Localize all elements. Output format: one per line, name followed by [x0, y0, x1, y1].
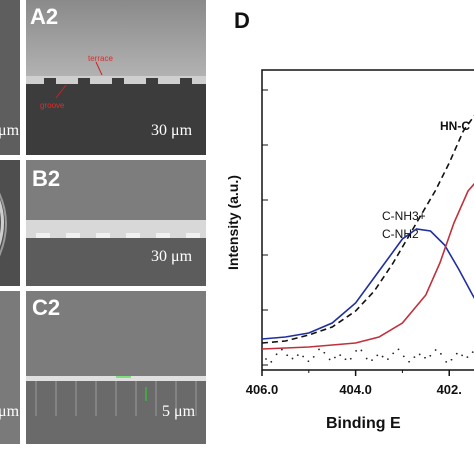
- noise-dot: [418, 353, 421, 356]
- x-tick-label: 404.0: [339, 382, 372, 397]
- noise-dot: [402, 355, 405, 358]
- a2-image: terrace groove: [26, 0, 206, 155]
- noise-dot: [349, 357, 352, 360]
- noise-dot: [371, 359, 373, 361]
- noise-dot: [312, 355, 315, 358]
- noise-dot: [281, 348, 283, 351]
- chart-panel-label: D: [234, 8, 250, 33]
- groove-annotation: groove: [40, 101, 65, 110]
- panel-label-b2: B2: [32, 166, 61, 191]
- noise-dot: [434, 349, 437, 351]
- noise-dot: [323, 351, 326, 354]
- sem-panel-a2: terrace groove A2 30 μm: [26, 0, 206, 155]
- noise-dot: [471, 351, 474, 354]
- noise-dot: [461, 354, 463, 357]
- left-ring-image: [0, 192, 7, 257]
- noise-dot: [296, 354, 299, 357]
- noise-dot: [302, 355, 304, 358]
- y-axis-label: Intensity (a.u.): [225, 175, 241, 270]
- xps-chart: D Intensity (a.u.) Binding E HN-C C-NH3+…: [225, 8, 474, 432]
- noise-dot: [307, 360, 310, 363]
- series-line-0: [261, 228, 474, 340]
- panel-label-c2: C2: [32, 295, 61, 320]
- noise-dot: [413, 356, 416, 359]
- noise-dot: [392, 352, 395, 355]
- noise-dot: [450, 358, 453, 361]
- scale-label-b2: 30 μm: [151, 248, 193, 265]
- series-line-2: [261, 114, 474, 344]
- noise-dot: [291, 357, 294, 360]
- noise-dot: [429, 354, 432, 357]
- noise-dot: [445, 360, 448, 363]
- noise-dot: [339, 354, 342, 357]
- noise-dot: [286, 354, 289, 357]
- x-tick-label: 406.0: [246, 382, 279, 397]
- scale-label-c2: 5 μm: [162, 403, 196, 420]
- x-axis-label: Binding E: [326, 415, 401, 432]
- noise-dot: [381, 355, 384, 358]
- panel-label-a2: A2: [30, 4, 59, 29]
- noise-dot: [328, 358, 331, 361]
- b2-image: [26, 160, 206, 286]
- annotation-hn-c: HN-C: [440, 119, 470, 133]
- noise-dot: [318, 348, 320, 351]
- noise-dot: [360, 349, 363, 352]
- noise-dot: [466, 356, 469, 359]
- noise-dot: [355, 350, 357, 352]
- baseline-noise-dots: [265, 348, 474, 363]
- noise-dot: [397, 348, 400, 351]
- left-scale-top: μm: [0, 122, 20, 139]
- noise-dot: [455, 352, 458, 355]
- scale-label-a2: 30 μm: [151, 122, 193, 139]
- terrace-annotation: terrace: [88, 54, 113, 63]
- noise-dot: [387, 358, 389, 361]
- left-column-bottom: μm: [0, 291, 20, 444]
- left-column-top: μm: [0, 0, 20, 155]
- series-line-1: [261, 182, 474, 350]
- annotation-c-nh2: C-NH2: [382, 227, 419, 241]
- left-scale-bottom: μm: [0, 403, 20, 420]
- noise-dot: [270, 360, 273, 363]
- noise-dot: [440, 352, 442, 355]
- noise-dot: [365, 357, 368, 360]
- noise-dot: [376, 354, 379, 357]
- noise-dot: [424, 356, 426, 359]
- noise-dot: [275, 353, 278, 356]
- noise-dot: [334, 356, 336, 359]
- noise-dot: [408, 360, 410, 363]
- annotation-c-nh3: C-NH3+: [382, 209, 426, 223]
- plot-frame: [261, 69, 474, 371]
- x-tick-label: 402.: [437, 382, 462, 397]
- noise-dot: [265, 358, 267, 360]
- noise-dot: [344, 358, 347, 361]
- sem-panel-c2: C2 5 μm: [26, 291, 206, 444]
- sem-panel-b2: B2 30 μm: [26, 160, 206, 286]
- left-column-middle: [0, 160, 20, 286]
- c2-image: [26, 291, 206, 444]
